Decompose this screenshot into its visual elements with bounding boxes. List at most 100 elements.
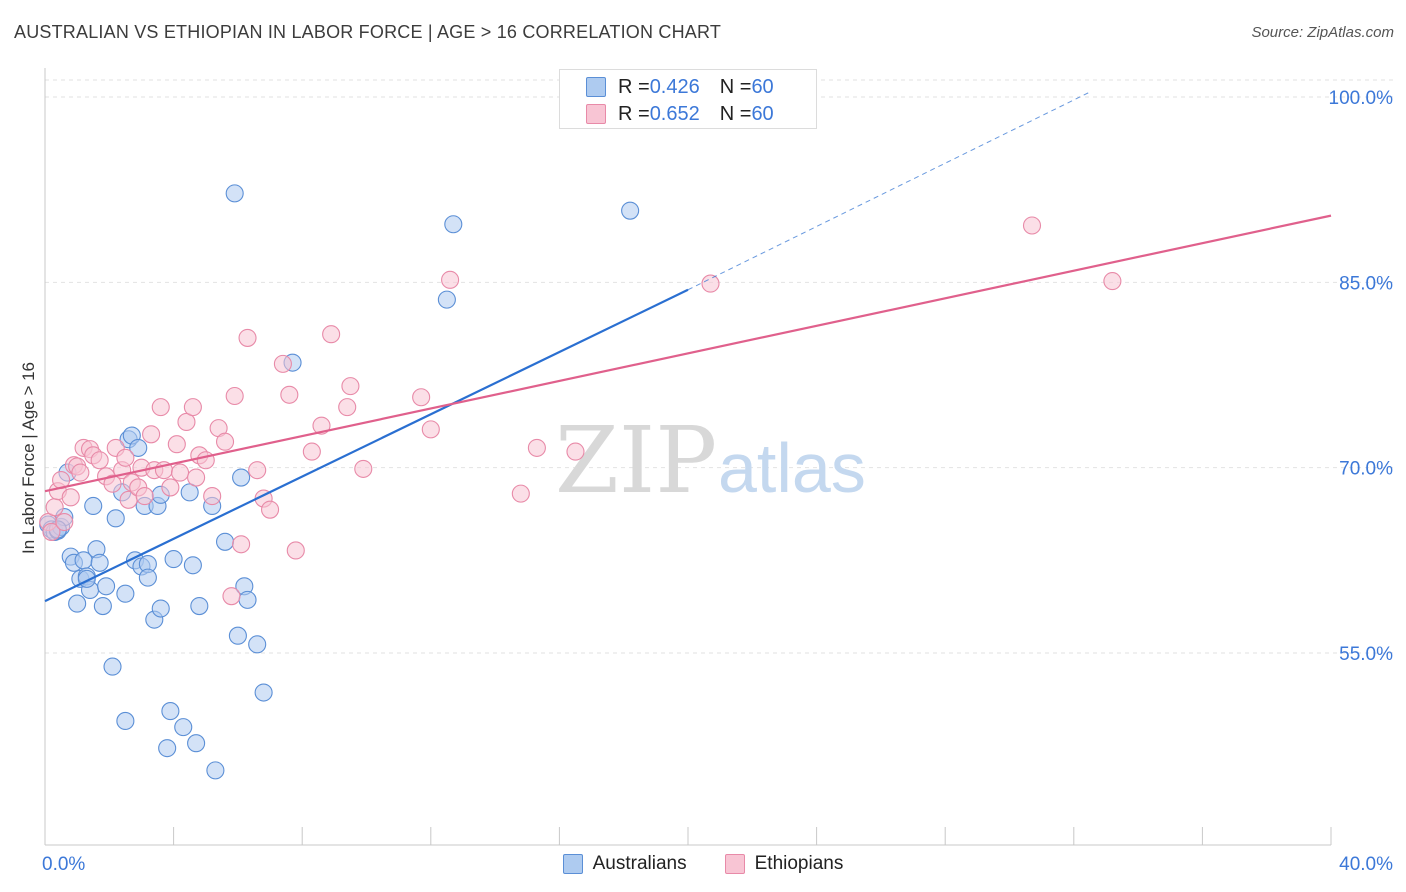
watermark: ZIP atlas (555, 407, 866, 514)
correlation-legend: R = 0.426 N = 60 R = 0.652 N = 60 (559, 69, 817, 129)
trend-line-australians-extension (687, 91, 1091, 291)
data-point (215, 532, 235, 551)
watermark-zip: ZIP (555, 407, 717, 514)
legend-swatch-blue (562, 854, 583, 874)
y-tick-label: 70.0% (1339, 459, 1393, 480)
data-point (90, 553, 109, 572)
legend-n-label: N = (719, 102, 752, 125)
data-point (222, 587, 241, 606)
data-point (511, 484, 530, 503)
data-point (93, 596, 112, 616)
data-point (248, 461, 267, 480)
legend-row-australians: R = 0.426 N = 60 (586, 75, 774, 99)
data-point (566, 442, 585, 461)
y-tick-label: 85.0% (1339, 273, 1393, 294)
data-point (354, 459, 373, 478)
data-point (190, 596, 209, 616)
data-point (437, 290, 456, 309)
tick-labels: 55.0% 70.0% 85.0% 100.0% 0.0% 40.0% (42, 88, 1393, 875)
data-point (138, 568, 157, 587)
legend-r-label: R = (618, 102, 650, 125)
data-point (322, 325, 341, 344)
data-point (170, 463, 190, 482)
data-point (248, 635, 267, 654)
data-point (61, 488, 80, 507)
series-legend: Australians Ethiopians (0, 852, 1406, 876)
data-point (183, 556, 202, 575)
source-label: Source: ZipAtlas.com (1251, 24, 1394, 41)
data-point (151, 599, 170, 618)
data-point (187, 468, 206, 487)
data-point (103, 474, 122, 493)
data-point (116, 448, 135, 467)
legend-swatch-pink (724, 854, 745, 874)
axes (44, 68, 1332, 846)
data-point (203, 487, 222, 506)
data-point (215, 432, 235, 451)
data-point (238, 328, 257, 347)
data-point (161, 702, 180, 721)
legend-item-ethiopians[interactable]: Ethiopians (724, 853, 844, 875)
data-point (238, 590, 257, 609)
legend-r-value: 0.652 (649, 102, 700, 125)
legend-row-ethiopians: R = 0.652 N = 60 (586, 102, 774, 126)
data-point (421, 420, 440, 439)
data-point (161, 478, 180, 497)
data-point (142, 425, 161, 444)
y-tick-label: 100.0% (1329, 88, 1394, 109)
data-point (228, 626, 247, 645)
data-point (164, 550, 183, 569)
data-point (158, 739, 177, 758)
data-point (302, 442, 321, 461)
data-point (701, 274, 720, 293)
data-point (1103, 272, 1122, 291)
legend-swatch-pink (586, 104, 606, 124)
gridlines (45, 79, 1394, 654)
data-point (441, 270, 460, 289)
data-point (412, 388, 431, 407)
data-point (106, 509, 125, 528)
legend-r-label: R = (618, 75, 650, 98)
series-ethiopians (39, 216, 1122, 606)
data-point (527, 438, 546, 457)
legend-swatch-blue (586, 77, 606, 97)
legend-label: Australians (592, 853, 687, 874)
data-point (225, 184, 244, 203)
data-point (187, 734, 206, 753)
data-point (225, 386, 244, 406)
chart-title: AUSTRALIAN VS ETHIOPIAN IN LABOR FORCE |… (14, 22, 722, 42)
data-point (183, 398, 202, 417)
data-point (151, 398, 170, 417)
data-point (206, 761, 225, 780)
y-tick-label: 55.0% (1339, 644, 1393, 665)
data-point (116, 584, 135, 603)
legend-item-australians[interactable]: Australians (562, 853, 687, 875)
data-point (254, 683, 273, 702)
data-point (90, 451, 109, 470)
data-point (273, 354, 292, 373)
data-point (280, 385, 299, 404)
legend-label: Ethiopians (754, 853, 844, 874)
watermark-atlas: atlas (718, 429, 866, 507)
data-point (286, 541, 305, 560)
data-point (71, 463, 90, 482)
data-point (68, 594, 87, 613)
legend-r-value: 0.426 (649, 75, 700, 98)
trend-lines (44, 91, 1332, 603)
legend-n-value: 60 (751, 102, 774, 125)
data-point (97, 577, 116, 596)
y-axis-label: In Labor Force | Age > 16 (19, 362, 38, 554)
data-point (55, 512, 74, 532)
data-point (444, 215, 463, 234)
data-point (232, 468, 251, 487)
trend-line-australians (44, 288, 689, 603)
legend-n-label: N = (719, 75, 752, 98)
data-point (260, 500, 280, 519)
legend-n-value: 60 (751, 75, 774, 98)
data-point (232, 535, 251, 554)
data-point (103, 657, 122, 676)
data-point (174, 718, 193, 737)
x-tick-label: 40.0% (1339, 854, 1393, 875)
data-point (341, 377, 360, 396)
